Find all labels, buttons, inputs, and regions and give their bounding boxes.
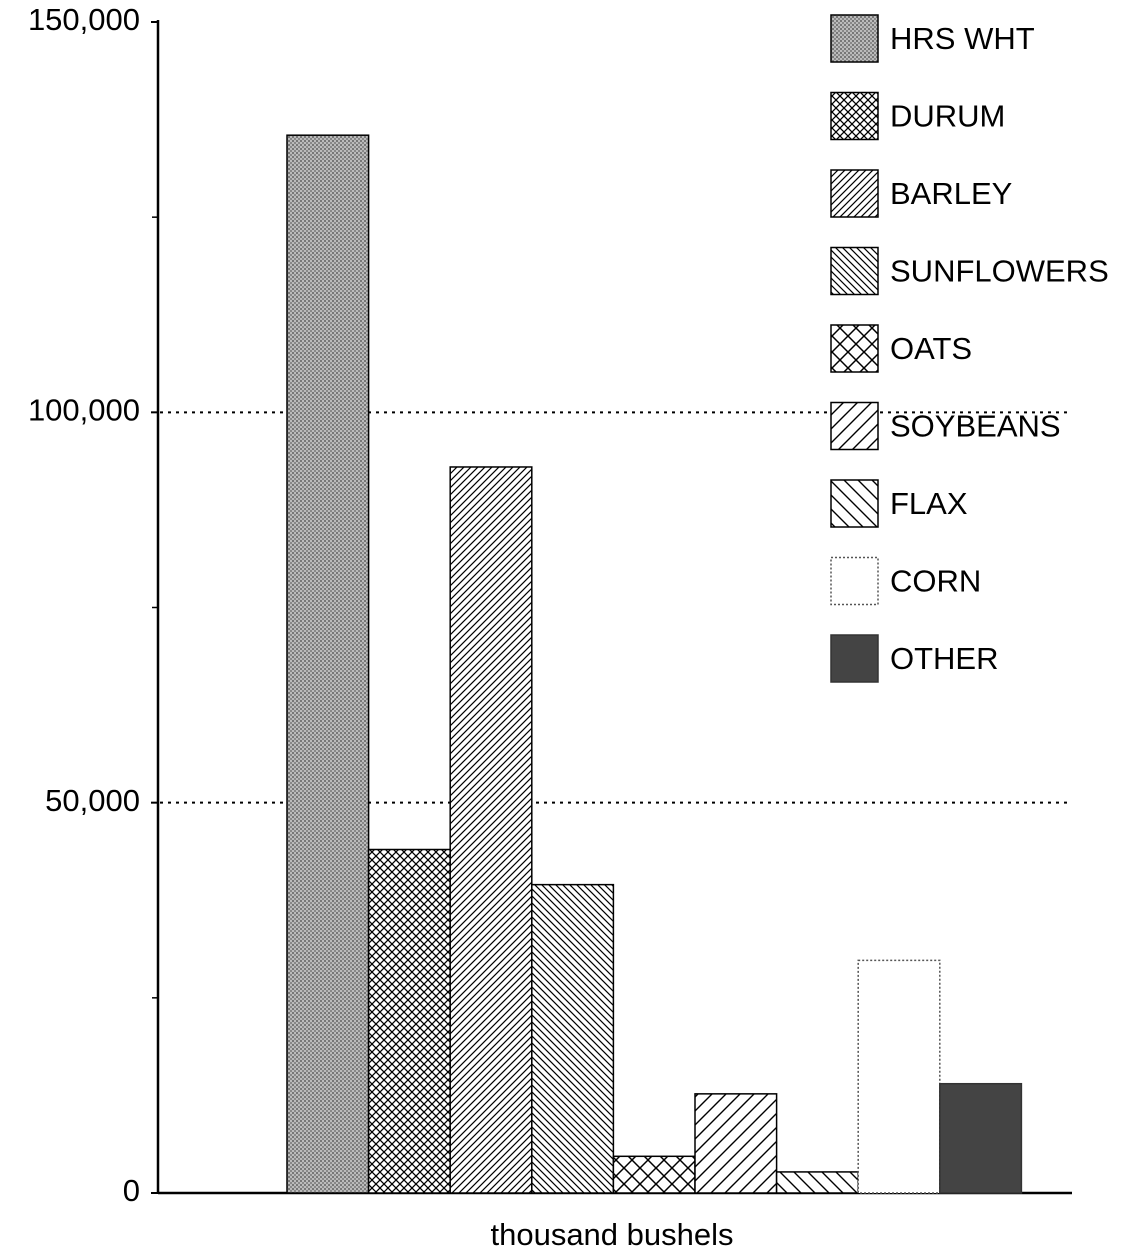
x-axis-label: thousand bushels — [490, 1217, 733, 1252]
legend-label: FLAX — [890, 486, 968, 521]
bar — [531, 883, 615, 1194]
legend-swatch — [830, 246, 879, 296]
legend-swatch — [830, 14, 879, 63]
y-tick-label: 0 — [123, 1173, 140, 1208]
bar — [367, 848, 451, 1194]
legend-swatch — [830, 479, 879, 528]
bar — [775, 1171, 859, 1194]
bar — [449, 466, 533, 1194]
bar — [694, 1093, 778, 1194]
legend-label: HRS WHT — [890, 21, 1035, 56]
legend-swatch — [830, 556, 879, 606]
bar — [857, 959, 941, 1194]
y-tick-label: 150,000 — [28, 2, 140, 37]
legend-swatch — [830, 634, 879, 683]
legend-label: SOYBEANS — [890, 409, 1061, 444]
legend-label: OTHER — [890, 641, 999, 676]
legend-swatch — [830, 401, 879, 451]
bar — [286, 134, 370, 1194]
legend-label: DURUM — [890, 99, 1005, 134]
y-tick-label: 100,000 — [28, 393, 140, 428]
legend-label: CORN — [890, 564, 981, 599]
legend-label: OATS — [890, 331, 972, 366]
bar — [939, 1082, 1023, 1194]
legend-label: SUNFLOWERS — [890, 254, 1109, 289]
legend-swatch — [830, 91, 879, 141]
bar — [612, 1155, 696, 1194]
legend-swatch — [830, 324, 879, 373]
legend-swatch — [830, 169, 879, 218]
legend-label: BARLEY — [890, 176, 1012, 211]
y-tick-label: 50,000 — [45, 783, 140, 818]
